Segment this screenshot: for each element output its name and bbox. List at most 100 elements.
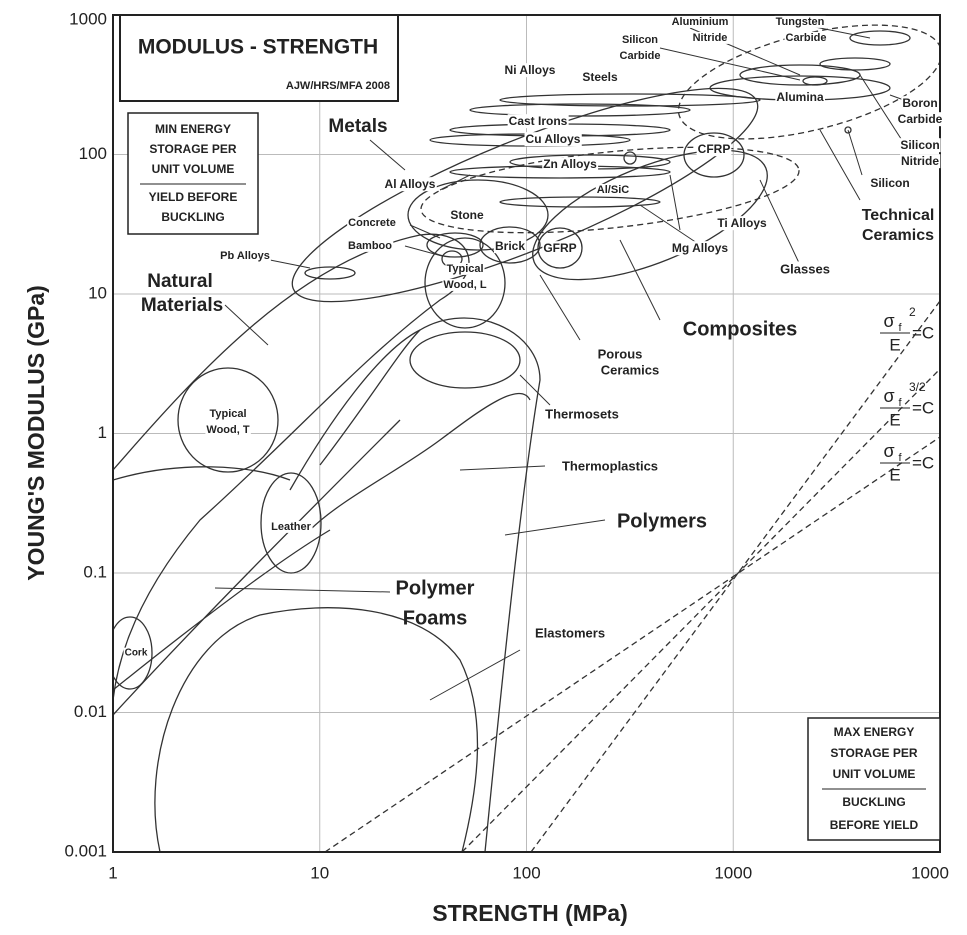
guide-sub: f: [898, 322, 902, 334]
guide-den: E: [889, 465, 900, 484]
region-label: Al Alloys: [385, 177, 436, 191]
label-bg: [901, 96, 939, 111]
x-tick-label: 10: [310, 863, 329, 882]
region-label: Zn Alloys: [543, 157, 597, 171]
region-label: Cu Alloys: [526, 132, 581, 146]
y-axis-label: YOUNG'S MODULUS (GPa): [23, 285, 49, 581]
box-text: BUCKLING: [161, 210, 224, 224]
region-label: Silicon: [870, 176, 909, 190]
label-bg: [618, 49, 662, 62]
guide-den: E: [889, 410, 900, 429]
label-bg: [445, 262, 485, 275]
label-bg: [442, 278, 488, 291]
chart-title: MODULUS - STRENGTH: [138, 36, 378, 59]
brick: [479, 226, 541, 264]
label-bg: [503, 63, 557, 78]
guide-sub: f: [898, 452, 902, 464]
region-label: Aluminium: [672, 16, 729, 28]
region-label: Composites: [683, 318, 797, 340]
label-bg: [560, 458, 660, 474]
x-axis-label: STRENGTH (MPa): [432, 900, 628, 926]
cork: [113, 616, 153, 690]
box-text: MAX ENERGY: [834, 725, 915, 739]
label-bg: [596, 346, 644, 362]
y-tick-label: 10: [88, 283, 107, 302]
region-label: Porous: [598, 346, 643, 361]
box-text: BEFORE YIELD: [830, 818, 919, 832]
x-tick-label: 1000: [714, 863, 752, 882]
region-label: Silicon: [900, 138, 939, 152]
box-text: MIN ENERGY: [155, 122, 231, 136]
guide-rhs: =C: [912, 453, 934, 472]
guide-sym: σ: [883, 441, 894, 461]
label-bg: [270, 520, 313, 533]
region-label: Bamboo: [348, 240, 392, 252]
region-label: Ni Alloys: [505, 63, 556, 77]
al-nitride: [802, 76, 828, 86]
elastomers: [154, 607, 479, 852]
region-label: Leather: [271, 521, 311, 533]
label-bg: [696, 142, 732, 157]
region-label: Cork: [125, 648, 148, 659]
label-bg: [219, 249, 271, 262]
region-label: Carbide: [786, 32, 827, 44]
y-tick-label: 1: [98, 423, 107, 442]
region-label: Polymers: [617, 510, 707, 532]
guide-sup: 3/2: [909, 380, 926, 394]
box-text: STORAGE PER: [830, 746, 917, 760]
region-label: Alumina: [776, 90, 824, 104]
x-tick-label: 100: [512, 863, 540, 882]
alloy: [499, 93, 761, 107]
wood-t: [177, 367, 279, 473]
region-label: Natural: [147, 271, 212, 292]
gfrp: [537, 227, 583, 269]
label-bg: [784, 31, 828, 44]
label-bg: [670, 15, 730, 28]
pb-alloys: [304, 266, 356, 280]
y-tick-label: 0.1: [83, 562, 107, 581]
region-label: Wood, L: [443, 279, 486, 291]
guide-line: [530, 300, 940, 852]
region-label: Nitride: [693, 32, 728, 44]
label-bg: [347, 216, 397, 229]
min-box: [127, 112, 259, 235]
guide-den: E: [889, 335, 900, 354]
region-label: Concrete: [348, 217, 396, 229]
region-label: Foams: [403, 607, 467, 629]
region-label: Silicon: [622, 34, 658, 46]
alloy: [469, 103, 691, 117]
region-label: Thermoplastics: [562, 458, 658, 473]
y-tick-label: 0.01: [74, 702, 107, 721]
wood-l: [424, 237, 506, 329]
region-label: Typical: [209, 408, 246, 420]
region-label: Thermosets: [545, 406, 619, 421]
label-bg: [896, 112, 944, 127]
chart-subtitle: AJW/HRS/MFA 2008: [286, 80, 390, 92]
label-bg: [123, 647, 149, 659]
x-tick-label: 1: [108, 863, 117, 882]
label-bg: [775, 90, 825, 105]
label-bg: [899, 138, 941, 153]
box-text: BUCKLING: [842, 795, 905, 809]
thermoplastics: [289, 329, 531, 531]
cfrp: [683, 132, 745, 178]
label-bg: [544, 406, 620, 422]
label-bg: [205, 423, 251, 436]
composites-envelope: [532, 149, 768, 281]
label-bg: [595, 183, 631, 196]
region-label: Wood, T: [206, 424, 249, 436]
label-bg: [524, 132, 582, 147]
region-label: Polymer: [396, 577, 475, 599]
x-tick-label: 1000: [911, 863, 949, 882]
leaders: [214, 21, 916, 701]
y-tick-label: 0.001: [64, 841, 107, 860]
region-label: Glasses: [780, 261, 830, 276]
leather: [260, 472, 322, 574]
y-tick-label: 100: [79, 144, 107, 163]
natural-lower: [113, 466, 291, 481]
guide-sub: f: [898, 397, 902, 409]
polymers-envelope: [319, 317, 541, 852]
region-label: Ti Alloys: [717, 216, 767, 230]
label-bg: [620, 33, 660, 46]
guide-sup: 2: [909, 305, 916, 319]
